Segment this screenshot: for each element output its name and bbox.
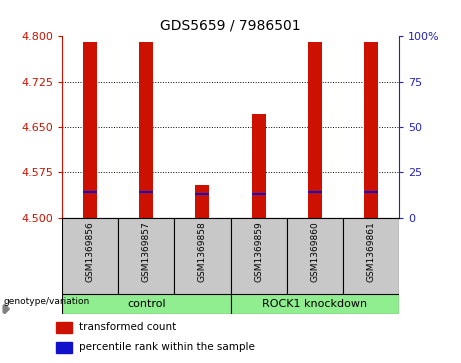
Text: GSM1369857: GSM1369857 (142, 221, 151, 282)
Bar (62, 294, 230, 314)
Bar (252, 114, 266, 218)
Text: GSM1369858: GSM1369858 (198, 221, 207, 282)
Bar (83, 191, 97, 193)
Bar (139, 42, 154, 218)
Bar (139, 191, 154, 193)
Bar (364, 191, 378, 193)
Bar (62, 218, 118, 294)
Title: GDS5659 / 7986501: GDS5659 / 7986501 (160, 19, 301, 32)
Text: GSM1369856: GSM1369856 (86, 221, 95, 282)
Text: GSM1369860: GSM1369860 (310, 221, 319, 282)
Text: control: control (127, 299, 165, 309)
Bar (230, 294, 399, 314)
Bar (118, 218, 174, 294)
Bar (195, 184, 209, 218)
Bar (83, 42, 97, 218)
Text: transformed count: transformed count (79, 322, 176, 333)
Bar (364, 42, 378, 218)
Bar (307, 191, 322, 193)
Bar (230, 218, 287, 294)
Text: genotype/variation: genotype/variation (3, 297, 89, 306)
Text: percentile rank within the sample: percentile rank within the sample (79, 342, 255, 352)
Bar (195, 193, 209, 195)
Text: GSM1369861: GSM1369861 (366, 221, 375, 282)
Bar (307, 42, 322, 218)
Bar (174, 218, 230, 294)
Bar (252, 193, 266, 195)
Text: ROCK1 knockdown: ROCK1 knockdown (262, 299, 367, 309)
Bar (56, 342, 72, 354)
Bar (343, 218, 399, 294)
Bar (56, 322, 72, 333)
Text: GSM1369859: GSM1369859 (254, 221, 263, 282)
FancyArrow shape (3, 304, 9, 314)
Bar (287, 218, 343, 294)
